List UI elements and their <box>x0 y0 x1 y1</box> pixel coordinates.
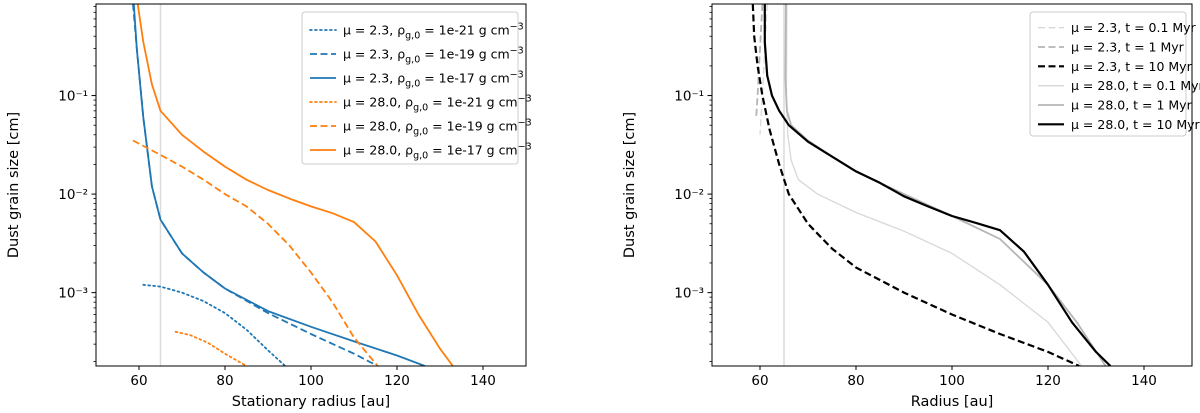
y-axis-label: Dust grain size [cm] <box>6 112 22 258</box>
y-tick-label: 10⁻³ <box>58 286 88 302</box>
x-tick-label: 140 <box>1131 373 1157 389</box>
series-line-3 <box>751 4 1080 366</box>
x-tick-label: 80 <box>216 373 233 389</box>
legend-label: μ = 28.0, ρg,0 = 1e-19 g cm−3 <box>343 118 532 138</box>
y-axis-label: Dust grain size [cm] <box>622 112 638 258</box>
chart-panel-right: 60 80 100 120 140 10⁻³ 10⁻² 10⁻¹ Radius [au] Dust… <box>622 3 1200 410</box>
y-tick-label: 10⁻² <box>674 187 704 203</box>
y-tick-label: 10⁻² <box>58 187 88 203</box>
x-tick-label: 120 <box>384 373 410 389</box>
legend-label: μ = 28.0, t = 1 Myr <box>1071 98 1193 113</box>
legend-label: μ = 28.0, t = 10 Myr <box>1071 117 1200 132</box>
legend-label: μ = 28.0, t = 0.1 Myr <box>1071 78 1200 93</box>
legend-box <box>1029 11 1187 137</box>
series-line-4 <box>174 330 248 366</box>
x-axis-label: Radius [au] <box>911 394 994 410</box>
x-axis-label: Stationary radius [au] <box>232 394 390 410</box>
plot-area <box>132 4 454 366</box>
legend-box <box>301 11 519 165</box>
legend-label: μ = 2.3, ρg,0 = 1e-17 g cm−3 <box>343 70 524 90</box>
series-line-3 <box>132 4 426 366</box>
legend-label: μ = 2.3, ρg,0 = 1e-21 g cm−3 <box>343 22 524 42</box>
series-line-1 <box>759 4 768 135</box>
series-line-1 <box>142 283 287 366</box>
legend: μ = 2.3, ρg,0 = 1e-21 g cm−3 μ = 2.3, ρg,… <box>301 11 532 165</box>
series-line-5 <box>132 139 379 366</box>
x-tick-label: 120 <box>1035 373 1061 389</box>
legend-label: μ = 2.3, t = 1 Myr <box>1071 40 1185 55</box>
x-tick-label: 100 <box>298 373 324 389</box>
legend-label: μ = 2.3, ρg,0 = 1e-19 g cm−3 <box>343 46 524 66</box>
legend-label: μ = 28.0, ρg,0 = 1e-17 g cm−3 <box>343 142 532 162</box>
legend-label: μ = 28.0, ρg,0 = 1e-21 g cm−3 <box>343 94 532 114</box>
legend: μ = 2.3, t = 0.1 Myr μ = 2.3, t = 1 Myr μ … <box>1029 11 1200 137</box>
x-tick-label: 100 <box>939 373 965 389</box>
series-line-6 <box>136 4 454 366</box>
legend-label: μ = 2.3, t = 10 Myr <box>1071 59 1193 74</box>
y-tick-label: 10⁻¹ <box>58 89 88 105</box>
y-tick-label: 10⁻¹ <box>674 89 704 105</box>
x-tick-label: 140 <box>470 373 496 389</box>
x-tick-label: 80 <box>847 373 864 389</box>
chart-panel-left: 60 80 100 120 140 10⁻³ 10⁻² 10⁻¹ Stationary radi… <box>6 3 532 410</box>
y-tick-label: 10⁻³ <box>674 286 704 302</box>
series-line-4 <box>785 4 1083 366</box>
plot-area <box>751 4 1112 366</box>
series-line-6 <box>763 4 1112 366</box>
x-tick-label: 60 <box>751 373 768 389</box>
legend-label: μ = 2.3, t = 0.1 Myr <box>1071 20 1197 35</box>
x-tick-label: 60 <box>130 373 147 389</box>
